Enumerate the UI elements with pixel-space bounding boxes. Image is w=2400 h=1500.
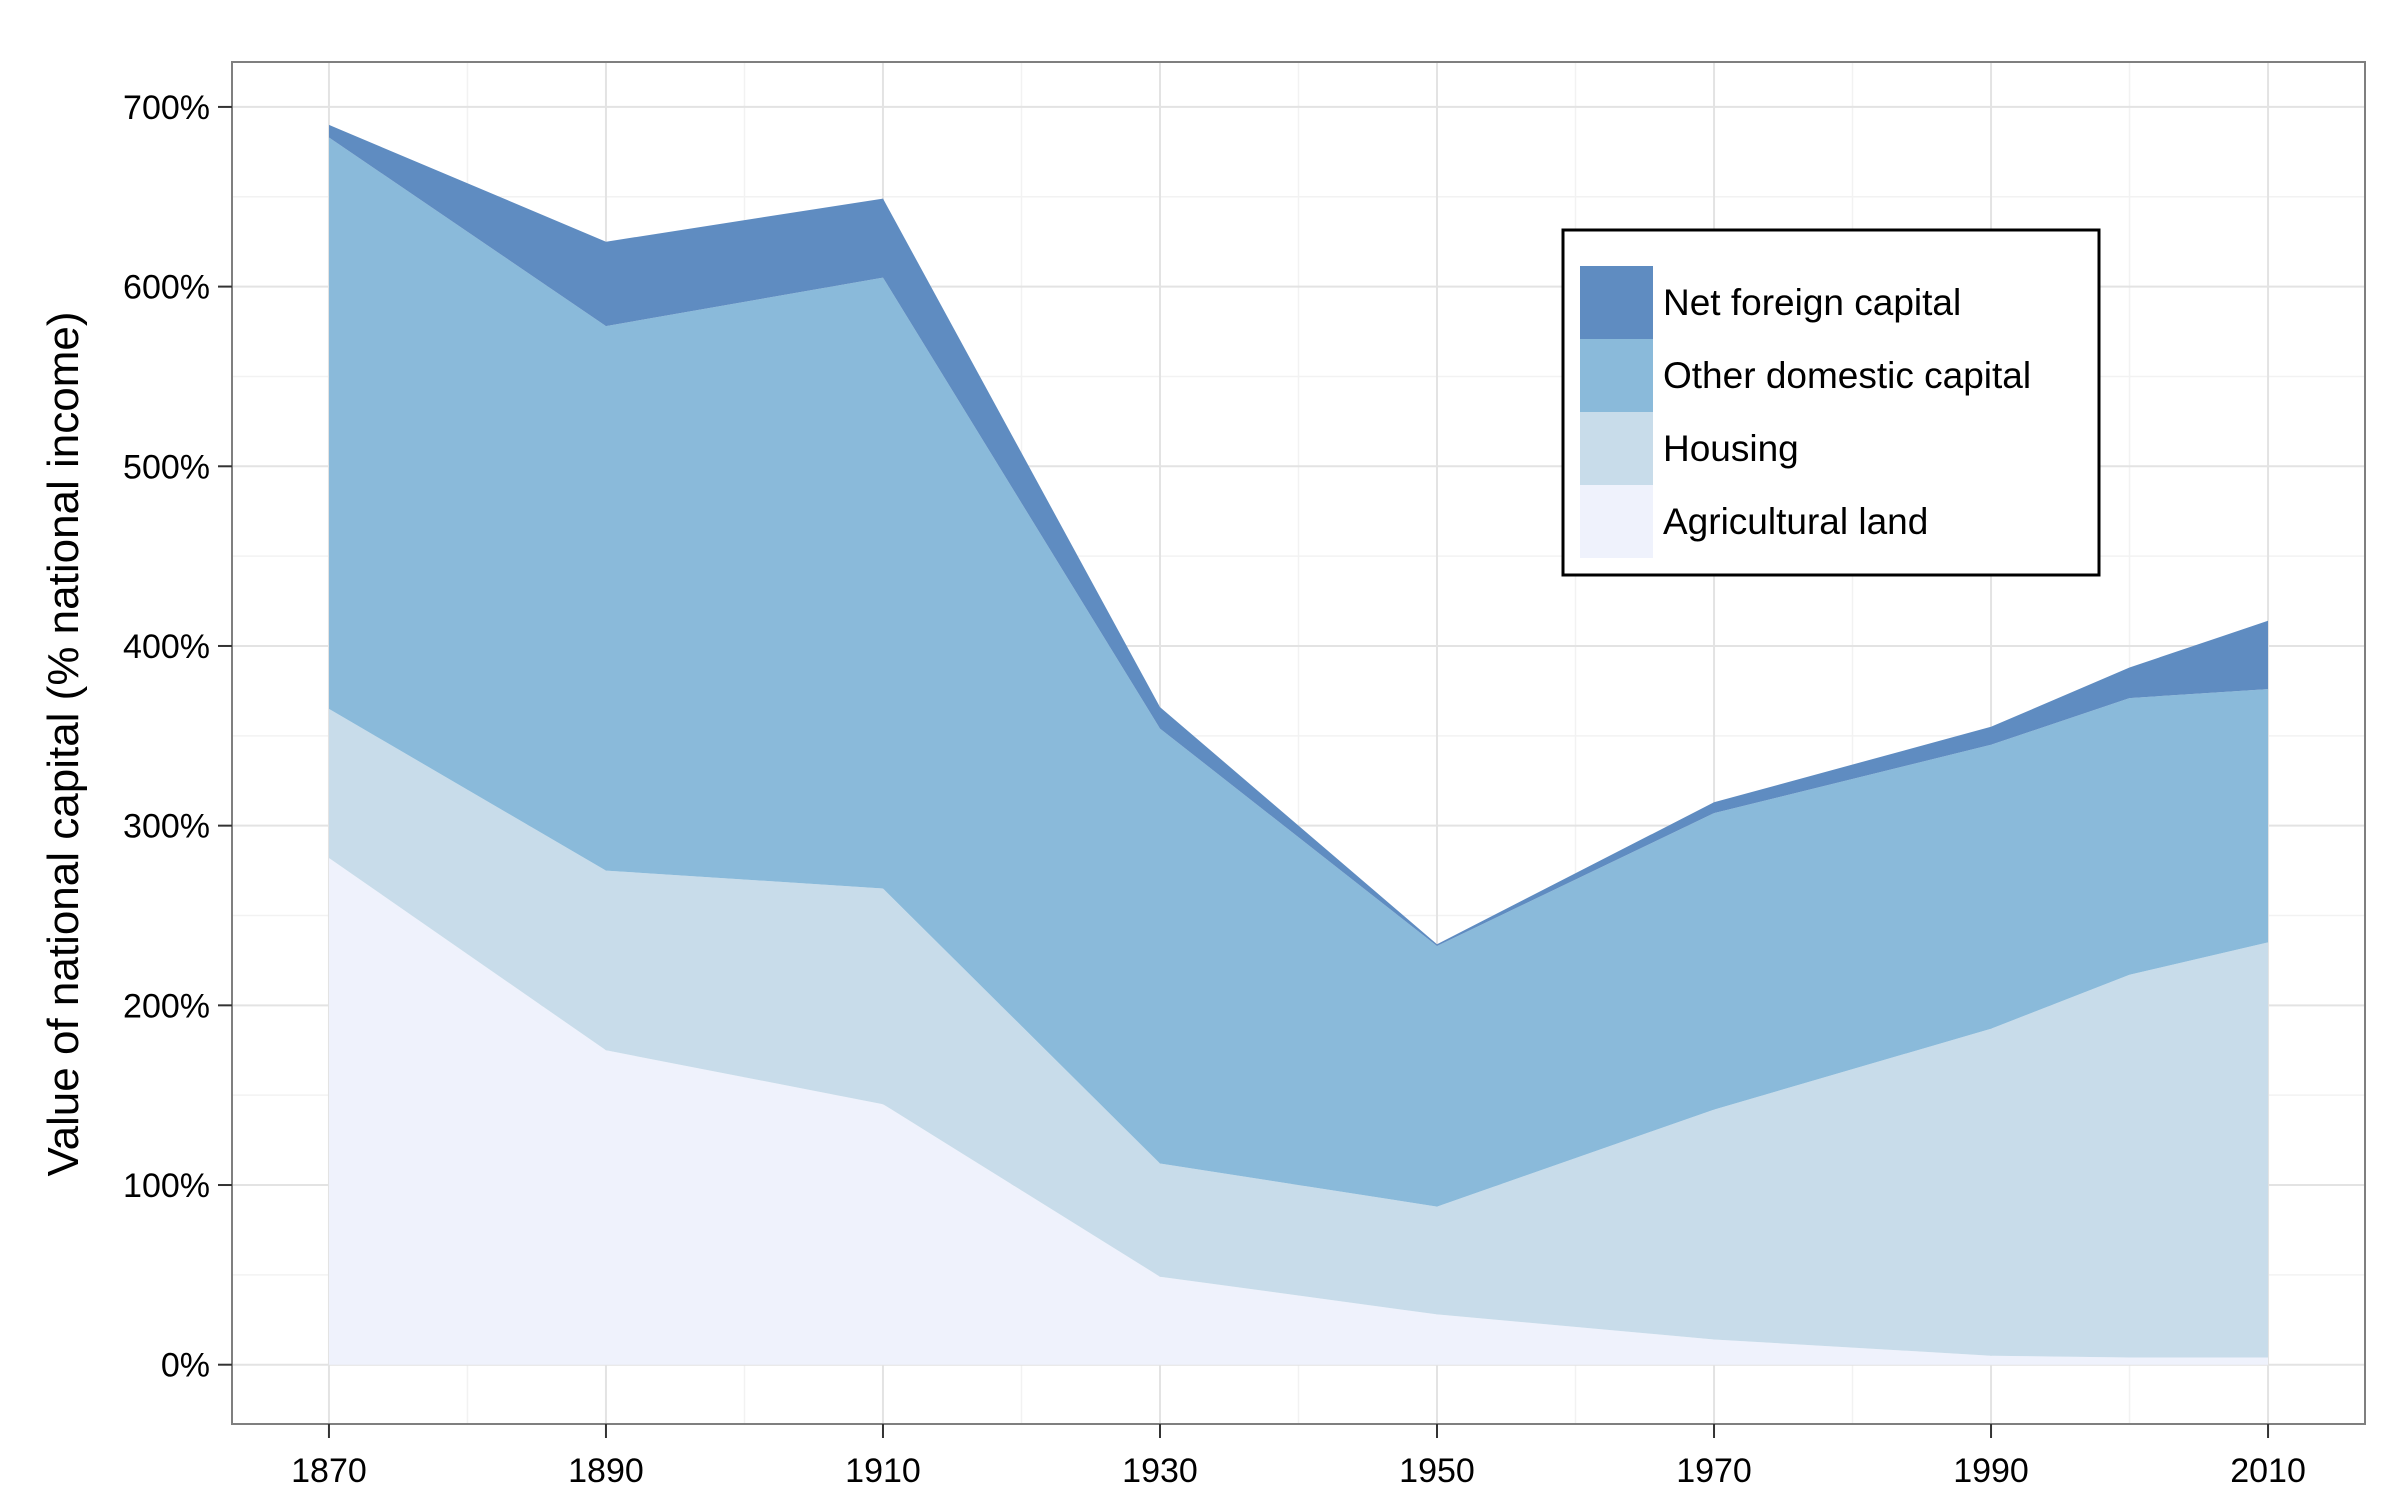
legend-label-housing: Housing — [1663, 428, 1799, 469]
x-tick-label: 1970 — [1676, 1452, 1752, 1490]
legend-swatch-net-foreign-capital — [1580, 266, 1653, 339]
x-tick-label: 1990 — [1953, 1452, 2029, 1490]
x-tick-label: 2010 — [2230, 1452, 2306, 1490]
y-axis-title: Value of national capital (% national in… — [39, 311, 88, 1176]
legend-label-agricultural-land: Agricultural land — [1663, 501, 1928, 542]
legend-label-other-domestic-capital: Other domestic capital — [1663, 355, 2031, 396]
x-tick-label: 1870 — [291, 1452, 367, 1490]
y-tick-label: 400% — [123, 628, 210, 666]
x-tick-label: 1890 — [568, 1452, 644, 1490]
y-axis: 0% 100% 200% 300% 400% 500% 600% 700% — [123, 89, 232, 1385]
x-tick-label: 1930 — [1122, 1452, 1198, 1490]
y-tick-label: 300% — [123, 808, 210, 846]
x-axis: 1870 1890 1910 1930 1950 1970 1990 2010 — [291, 1424, 2306, 1490]
legend: Net foreign capital Other domestic capita… — [1563, 230, 2099, 575]
y-tick-label: 0% — [161, 1347, 210, 1385]
legend-label-net-foreign-capital: Net foreign capital — [1663, 282, 1961, 323]
y-tick-label: 200% — [123, 987, 210, 1025]
y-tick-label: 700% — [123, 89, 210, 127]
legend-swatch-housing — [1580, 412, 1653, 485]
y-tick-label: 600% — [123, 269, 210, 307]
x-tick-label: 1950 — [1399, 1452, 1475, 1490]
y-tick-label: 500% — [123, 448, 210, 486]
legend-swatch-agricultural-land — [1580, 485, 1653, 558]
legend-swatch-other-domestic-capital — [1580, 339, 1653, 412]
y-tick-label: 100% — [123, 1167, 210, 1205]
x-tick-label: 1910 — [845, 1452, 921, 1490]
